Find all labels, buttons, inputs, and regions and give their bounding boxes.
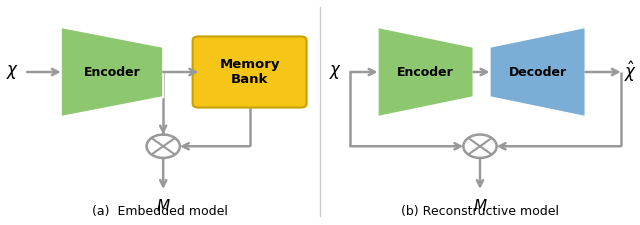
Text: Encoder: Encoder [84,65,140,79]
Text: $M$: $M$ [472,198,488,214]
Text: Encoder: Encoder [397,65,454,79]
Text: (a)  Embedded model: (a) Embedded model [92,205,228,218]
Text: $\chi$: $\chi$ [330,63,342,81]
Polygon shape [378,27,474,117]
Text: Decoder: Decoder [509,65,566,79]
Polygon shape [490,27,586,117]
Text: $M$: $M$ [156,198,171,214]
Text: Memory
Bank: Memory Bank [220,58,280,86]
FancyBboxPatch shape [193,36,307,108]
Text: $\hat{\chi}$: $\hat{\chi}$ [624,60,637,84]
Text: (b) Reconstructive model: (b) Reconstructive model [401,205,559,218]
Text: $\chi$: $\chi$ [6,63,19,81]
Polygon shape [61,27,163,117]
